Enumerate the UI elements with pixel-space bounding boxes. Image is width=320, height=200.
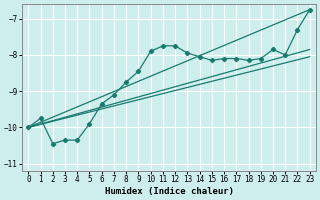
- X-axis label: Humidex (Indice chaleur): Humidex (Indice chaleur): [105, 187, 234, 196]
